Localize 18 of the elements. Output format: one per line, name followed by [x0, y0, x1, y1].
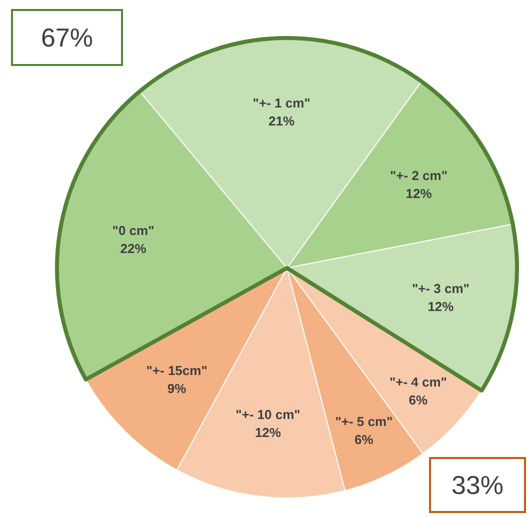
data-label: 12%: [406, 186, 432, 201]
slice-label: "+- 15cm": [146, 362, 208, 378]
slice-label: "+- 2 cm": [390, 168, 448, 183]
slice-label: "+- 10 cm": [236, 407, 300, 422]
data-label: 12%: [254, 425, 282, 440]
data-label: 6%: [354, 432, 374, 448]
data-label: 9%: [167, 380, 187, 396]
text: 33%: [451, 470, 504, 500]
data-label: 21%: [268, 114, 295, 129]
slice-label: "+- 4 cm": [389, 374, 447, 390]
data-label: 22%: [120, 241, 147, 256]
slice-label: "+- 5 cm": [335, 414, 393, 430]
data-label: 6%: [408, 392, 428, 408]
slice-label: "+- 3 cm": [412, 280, 470, 296]
slice-label: "+- 1 cm": [252, 96, 310, 111]
slice-label: "0 cm": [112, 223, 154, 238]
data-label: 12%: [428, 298, 454, 314]
text: 67%: [40, 22, 94, 52]
